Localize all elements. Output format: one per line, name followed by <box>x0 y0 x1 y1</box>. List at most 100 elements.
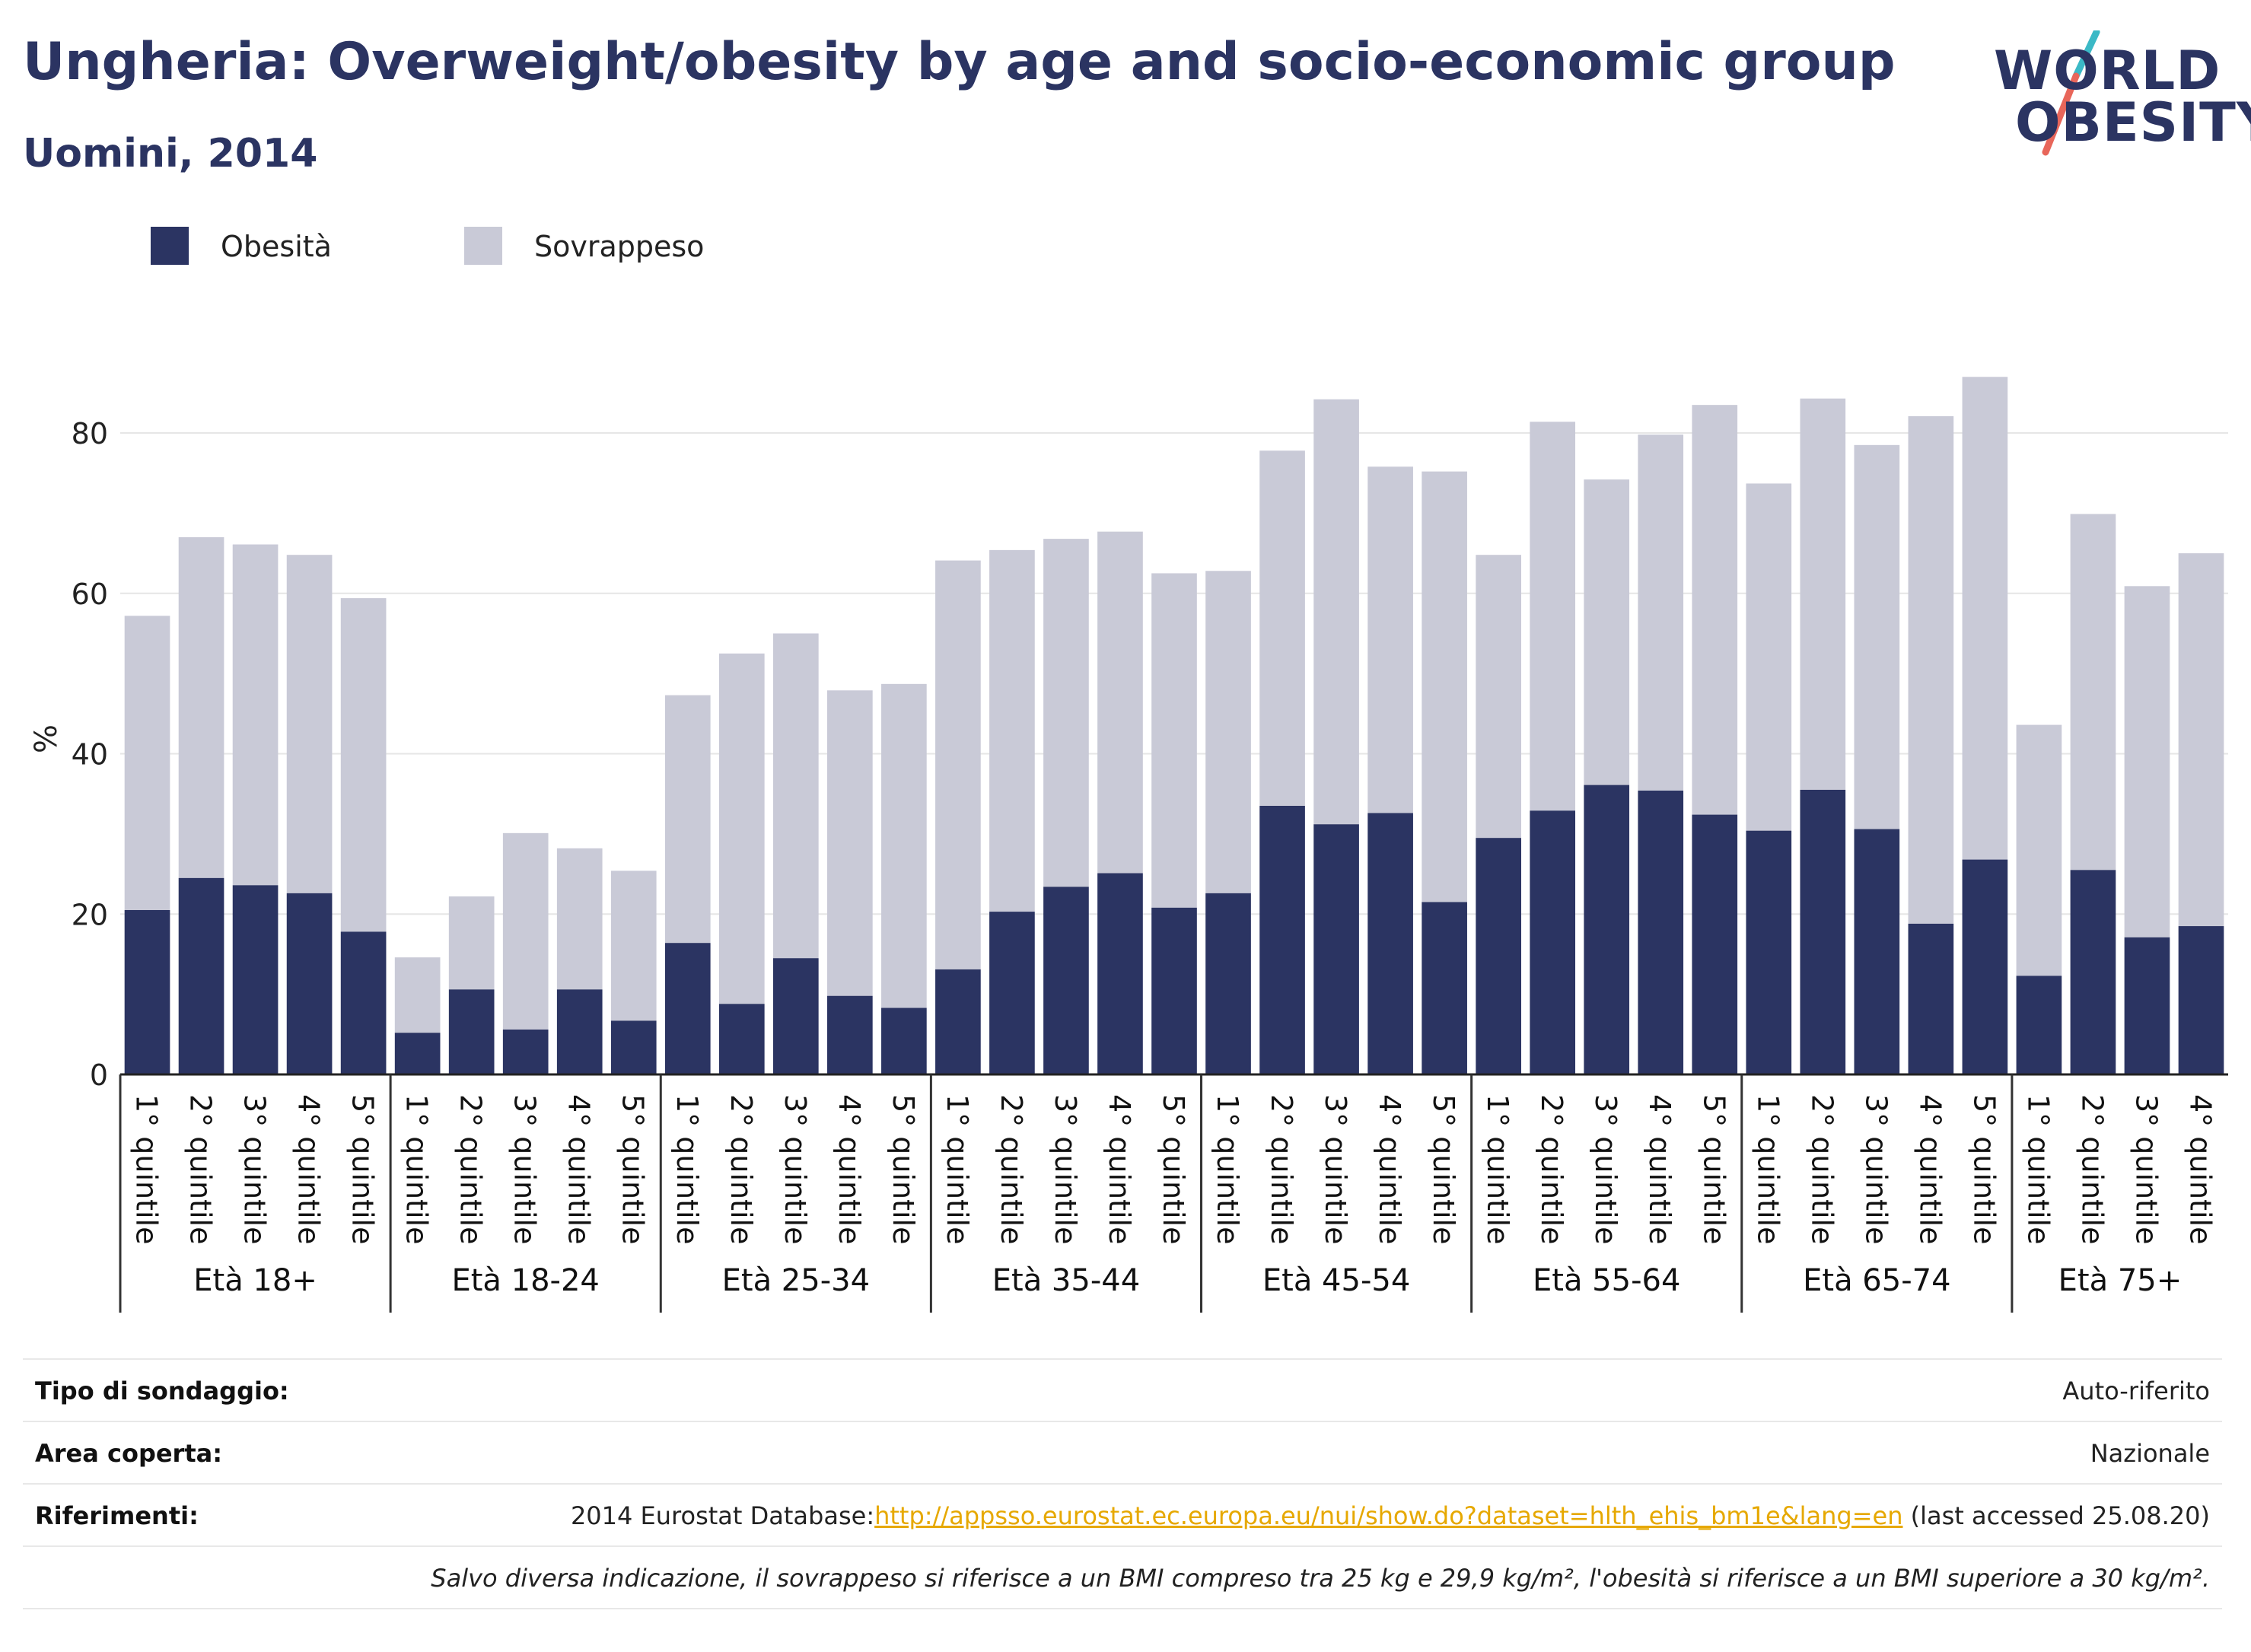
bar-sovrappeso <box>2178 553 2224 927</box>
bar-obesita <box>1205 893 1251 1074</box>
bar-obesita <box>448 989 495 1074</box>
bar-sovrappeso <box>502 832 549 1030</box>
bar-obesita <box>340 931 387 1074</box>
bar-obesita <box>1259 806 1305 1074</box>
bar-obesita <box>1746 830 1792 1074</box>
x-tick-label: 2° quintile <box>1265 1094 1298 1245</box>
group-label: Età 35-44 <box>992 1263 1140 1298</box>
bar-obesita <box>124 909 170 1074</box>
group-label: Età 18-24 <box>451 1263 599 1298</box>
bar-sovrappeso <box>1638 434 1684 791</box>
y-axis-label: % <box>29 724 64 753</box>
bar-obesita <box>178 877 224 1074</box>
x-tick-label: 1° quintile <box>1481 1094 1514 1245</box>
info-label-survey-type: Tipo di sondaggio: <box>35 1377 289 1405</box>
bar-sovrappeso <box>1422 471 1467 902</box>
x-tick-label: 2° quintile <box>2075 1094 2109 1245</box>
legend-swatch-sovrappeso <box>464 227 502 265</box>
bar-sovrappeso <box>232 544 279 886</box>
x-tick-label: 4° quintile <box>292 1094 326 1245</box>
bar-sovrappeso <box>1151 573 1197 908</box>
bar-sovrappeso <box>827 690 873 996</box>
x-tick-label: 4° quintile <box>1913 1094 1947 1245</box>
x-tick-label: 3° quintile <box>1859 1094 1893 1245</box>
info-bottom-divider <box>23 1608 2222 1609</box>
bar-sovrappeso <box>1313 399 1359 825</box>
bar-obesita <box>772 958 819 1074</box>
bar-obesita <box>827 995 873 1074</box>
x-tick-label: 5° quintile <box>1427 1094 1460 1245</box>
bar-sovrappeso <box>1692 405 1738 815</box>
bar-sovrappeso <box>178 537 224 878</box>
bar-obesita <box>2124 937 2170 1074</box>
x-tick-label: 5° quintile <box>1697 1094 1730 1245</box>
x-tick-label: 5° quintile <box>346 1094 380 1245</box>
bar-obesita <box>1313 824 1359 1074</box>
legend-label-obesita: Obesità <box>221 230 332 263</box>
info-label-references: Riferimenti: <box>35 1501 199 1530</box>
logo-text-obesity: OBESITY <box>2015 91 2251 154</box>
x-tick-label: 1° quintile <box>670 1094 704 1245</box>
bar-sovrappeso <box>340 598 387 932</box>
bar-obesita <box>989 912 1035 1074</box>
bar-obesita <box>664 943 711 1074</box>
bar-sovrappeso <box>935 560 981 969</box>
bar-obesita <box>935 969 981 1074</box>
y-tick-label: 20 <box>72 898 108 931</box>
bar-obesita <box>1530 810 1576 1074</box>
bar-sovrappeso <box>1043 539 1089 887</box>
info-row-coverage: Area coperta: Nazionale <box>23 1421 2222 1485</box>
bar-obesita <box>1584 785 1630 1074</box>
x-tick-label: 2° quintile <box>1805 1094 1839 1245</box>
bar-sovrappeso <box>124 616 170 910</box>
bmi-note: Salvo diversa indicazione, il sovrappeso… <box>431 1564 2210 1593</box>
reference-link[interactable]: http://appsso.eurostat.ec.europa.eu/nui/… <box>874 1501 1903 1530</box>
bar-sovrappeso <box>1854 444 1900 829</box>
bar-obesita <box>1800 789 1846 1074</box>
bar-obesita <box>394 1033 441 1074</box>
bar-obesita <box>2016 976 2062 1074</box>
bar-sovrappeso <box>1584 479 1630 785</box>
bar-sovrappeso <box>989 549 1035 912</box>
x-tick-label: 2° quintile <box>184 1094 218 1245</box>
info-row-survey-type: Tipo di sondaggio: Auto-riferito <box>23 1358 2222 1422</box>
x-tick-label: 1° quintile <box>1751 1094 1785 1245</box>
bar-obesita <box>1638 790 1684 1074</box>
y-tick-label: 40 <box>72 738 108 772</box>
bar-obesita <box>881 1007 927 1074</box>
x-tick-label: 2° quintile <box>995 1094 1028 1245</box>
x-tick-label: 3° quintile <box>778 1094 812 1245</box>
x-tick-label: 4° quintile <box>1373 1094 1406 1245</box>
x-tick-label: 3° quintile <box>1049 1094 1082 1245</box>
group-label: Età 75+ <box>2058 1263 2183 1298</box>
x-tick-label: 2° quintile <box>454 1094 488 1245</box>
bar-sovrappeso <box>1097 531 1143 874</box>
bar-sovrappeso <box>556 848 603 990</box>
group-label: Età 65-74 <box>1803 1263 1950 1298</box>
bar-sovrappeso <box>2016 724 2062 976</box>
bar-obesita <box>1151 907 1197 1074</box>
bar-sovrappeso <box>1367 466 1413 813</box>
bar-obesita <box>718 1004 765 1074</box>
logo-text-world: WORLD <box>1994 40 2221 102</box>
bar-sovrappeso <box>772 633 819 959</box>
x-tick-label: 4° quintile <box>1103 1094 1136 1245</box>
info-row-note: Salvo diversa indicazione, il sovrappeso… <box>23 1545 2222 1609</box>
bar-obesita <box>1476 838 1521 1074</box>
bar-obesita <box>502 1029 549 1074</box>
bar-sovrappeso <box>610 871 657 1021</box>
bar-sovrappeso <box>1746 483 1792 831</box>
bar-sovrappeso <box>1530 422 1576 811</box>
y-tick-label: 60 <box>72 578 108 611</box>
bar-sovrappeso <box>1962 377 2008 860</box>
bar-sovrappeso <box>881 683 927 1008</box>
bar-obesita <box>2070 870 2116 1074</box>
x-tick-label: 3° quintile <box>238 1094 272 1245</box>
x-tick-label: 3° quintile <box>1589 1094 1622 1245</box>
x-tick-label: 1° quintile <box>1211 1094 1244 1245</box>
bar-obesita <box>286 893 333 1074</box>
x-tick-label: 1° quintile <box>941 1094 974 1245</box>
x-tick-label: 1° quintile <box>130 1094 164 1245</box>
bar-sovrappeso <box>1476 555 1521 839</box>
x-tick-label: 3° quintile <box>1319 1094 1352 1245</box>
